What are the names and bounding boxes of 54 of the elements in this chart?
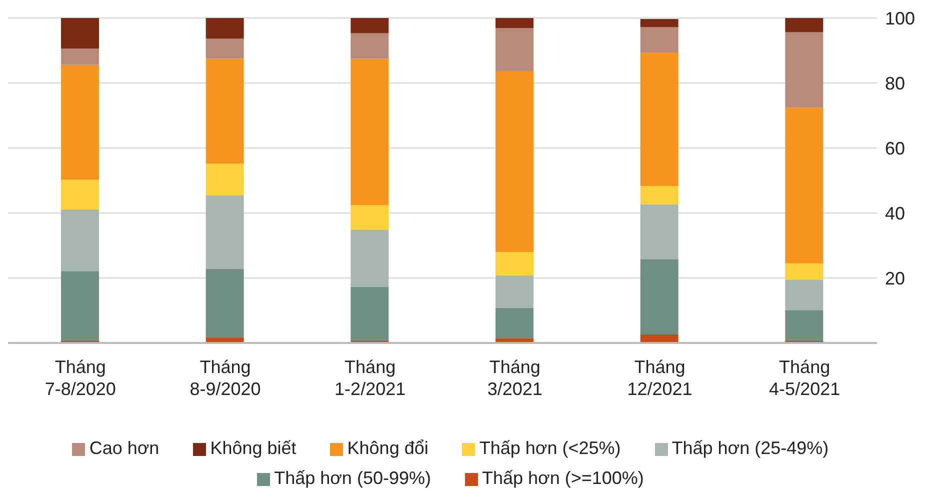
bar bbox=[640, 204, 678, 260]
y-tick-label: 60 bbox=[885, 138, 906, 158]
bar bbox=[61, 64, 99, 180]
bar bbox=[350, 58, 389, 206]
bar bbox=[785, 263, 824, 280]
bar bbox=[640, 27, 678, 52]
legend-label: Cao hơn bbox=[89, 438, 160, 458]
bar bbox=[350, 286, 389, 340]
bar bbox=[785, 108, 824, 264]
bar bbox=[206, 58, 244, 164]
bar bbox=[350, 18, 389, 34]
bar bbox=[496, 275, 534, 308]
x-tick-label: Tháng 7-8/2020 bbox=[44, 357, 116, 399]
x-tick-label: Tháng 8-9/2020 bbox=[190, 357, 261, 399]
x-tick-label: Tháng 1-2/2021 bbox=[334, 357, 406, 399]
bar bbox=[785, 32, 824, 108]
bar bbox=[785, 310, 824, 340]
y-tick-label: 100 bbox=[885, 8, 916, 28]
bar bbox=[350, 230, 389, 287]
bar bbox=[61, 48, 99, 65]
bar bbox=[61, 180, 99, 210]
bar bbox=[206, 268, 244, 338]
x-tick-label: Tháng 4-5/2021 bbox=[769, 357, 840, 399]
bar bbox=[640, 18, 678, 28]
bar bbox=[496, 28, 534, 71]
bar bbox=[496, 18, 534, 28]
bar bbox=[785, 280, 824, 310]
bar bbox=[640, 259, 678, 335]
y-tick-label: 80 bbox=[885, 73, 906, 94]
bar bbox=[785, 18, 824, 32]
bar bbox=[61, 18, 99, 49]
bar bbox=[496, 252, 534, 276]
bar bbox=[206, 164, 244, 196]
bar bbox=[206, 195, 244, 269]
bar bbox=[350, 205, 389, 230]
bar bbox=[496, 308, 534, 338]
bar bbox=[206, 38, 244, 59]
bar bbox=[61, 209, 99, 272]
legend-label: Thấp hơn (>=100%) bbox=[482, 468, 644, 488]
bar bbox=[640, 52, 678, 186]
legend-label: Thấp hơn (50-99%) bbox=[274, 468, 431, 488]
bar bbox=[640, 186, 678, 204]
y-tick-label: 40 bbox=[885, 203, 906, 224]
legend-label: Không đổi bbox=[347, 438, 428, 458]
bar bbox=[206, 18, 244, 38]
legend-label: Không biết bbox=[210, 438, 296, 458]
x-tick-label: Tháng 12/2021 bbox=[627, 357, 692, 399]
x-tick-label: Tháng 3/2021 bbox=[487, 357, 542, 399]
y-tick-label: 20 bbox=[885, 268, 906, 288]
bar bbox=[350, 33, 389, 59]
legend-label: Thấp hơn (<25%) bbox=[479, 438, 621, 458]
bar bbox=[496, 70, 534, 252]
legend-label: Thấp hơn (25-49%) bbox=[672, 438, 829, 458]
bar bbox=[61, 271, 99, 340]
